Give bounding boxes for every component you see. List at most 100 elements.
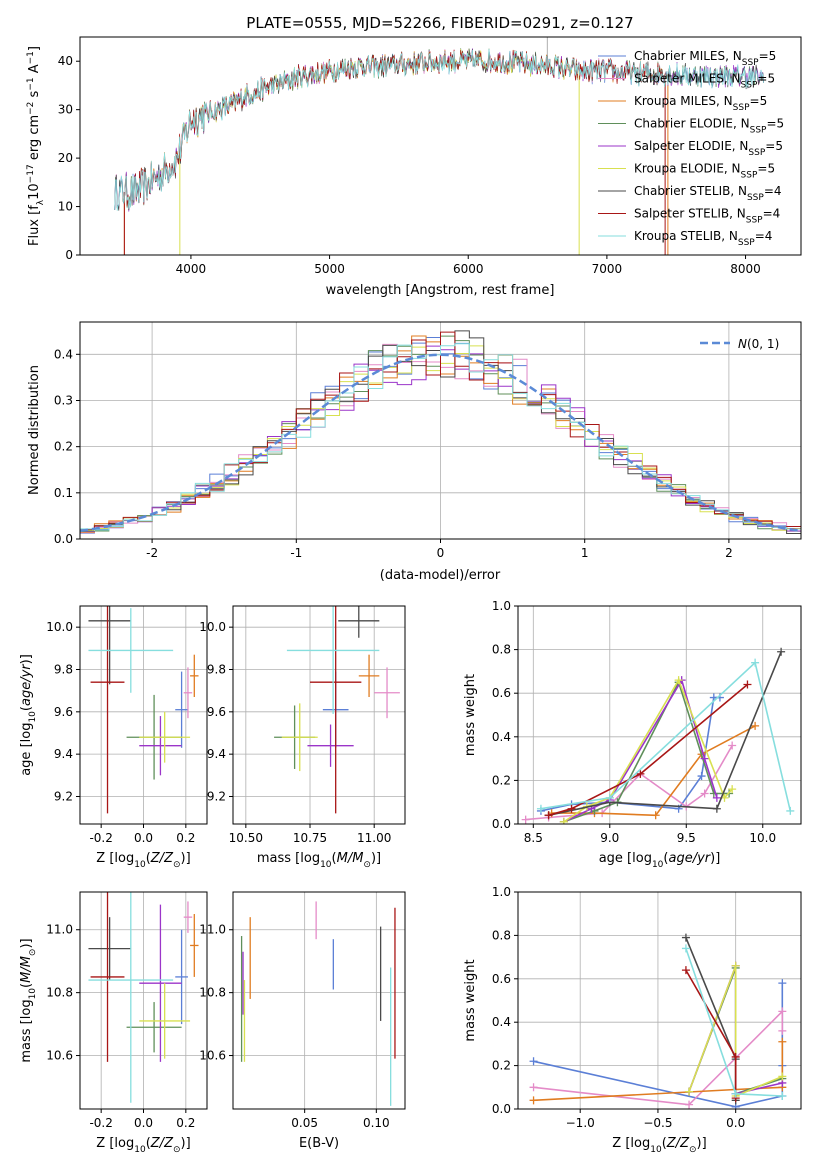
- x-tick-label: 0.05: [291, 1116, 318, 1130]
- plot-area: [529, 933, 787, 1109]
- plot-area: [240, 901, 396, 1106]
- weight-marker: [778, 1007, 787, 1016]
- legend-label: N(0, 1): [738, 337, 779, 351]
- label-part: Chabrier ELODIE, N: [634, 117, 750, 131]
- x-tick-label: 7000: [592, 262, 623, 276]
- label-part: ⊙: [689, 1145, 697, 1155]
- y-tick-label: 9.4: [54, 747, 73, 761]
- y-tick-label: 0.2: [492, 773, 511, 787]
- label-part: =5: [765, 139, 783, 153]
- y-tick-label: 10.8: [46, 986, 73, 1000]
- label-part: −1: [26, 51, 36, 64]
- x-ticks: −1.0 −0.5 0.0: [566, 1109, 745, 1130]
- label-part: erg cm: [27, 115, 42, 164]
- label-part: log: [114, 1136, 134, 1151]
- weight-marker: [529, 1057, 538, 1066]
- y-tick-label: 10.8: [199, 986, 226, 1000]
- label-part: 10: [27, 183, 42, 200]
- label-part: log: [632, 851, 652, 866]
- grid: [80, 892, 207, 1109]
- label-part: (: [332, 851, 337, 866]
- histogram-series: [80, 343, 801, 531]
- y-tick-label: 0.2: [54, 440, 73, 454]
- weight-marker: [778, 1072, 787, 1081]
- figure-title: PLATE=0555, MJD=52266, FIBERID=0291, z=0…: [246, 14, 633, 32]
- label-part: =4: [764, 184, 782, 198]
- x-tick-label: 10.0: [749, 831, 776, 845]
- y-tick-label: 30: [58, 103, 73, 117]
- label-part: )]: [710, 851, 720, 866]
- panel-mass-vs-ebv: 0.05 0.10 10.6 10.8 11.0 E(B-V): [199, 891, 406, 1151]
- y-tick-label: 9.2: [207, 789, 226, 803]
- label-part: (: [19, 706, 34, 711]
- label-part: Chabrier STELIB, N: [634, 184, 747, 198]
- label-part: 10: [28, 711, 38, 723]
- weight-marker: [559, 817, 568, 824]
- spectrum-line: [114, 49, 764, 211]
- label-part: =4: [763, 207, 781, 221]
- y-tick-label: 40: [58, 54, 73, 68]
- label-part: M/M: [19, 956, 34, 983]
- label-part: 10: [134, 1145, 146, 1155]
- label-part: (: [663, 851, 668, 866]
- x-tick-label: 10.50: [229, 831, 263, 845]
- y-ticks: 0.0 0.2 0.4 0.6 0.8 1.0: [492, 885, 518, 1116]
- label-part: M/M: [337, 851, 364, 866]
- plot-area: [114, 37, 764, 255]
- label-part: ⊙: [173, 860, 181, 870]
- weight-marker: [674, 676, 683, 685]
- weight-marker: [709, 789, 718, 798]
- panel-age-vs-mass: 10.50 10.75 11.00 9.2 9.4 9.6 9.8 10.0 mass [log…: [199, 605, 406, 870]
- y-tick-label: 10.6: [199, 1049, 226, 1063]
- label-part: =4: [755, 229, 773, 243]
- label-part: 10: [652, 860, 664, 870]
- axes-frame: [79, 36, 802, 256]
- y-tick-label: 0.1: [54, 486, 73, 500]
- weight-marker: [651, 811, 660, 820]
- label-part: SSP: [746, 216, 763, 226]
- label-part: Chabrier MILES, N: [634, 49, 742, 63]
- label-part: mass [: [19, 1019, 34, 1062]
- weight-series: [563, 678, 718, 823]
- x-ticks: 10.50 10.75 11.00: [229, 824, 391, 845]
- label-part: Z [: [96, 1136, 114, 1151]
- weight-marker: [751, 721, 760, 730]
- y-ticks: 10.6 10.8 11.0: [46, 923, 80, 1063]
- label-part: ⊙: [28, 949, 38, 957]
- weight-marker: [743, 680, 752, 689]
- x-tick-label: 0.10: [363, 1116, 390, 1130]
- panel-residuals: -2 -1 0 1 2 0.0 0.1 0.2 0.3 0.4 N(0, 1) (data-model…: [27, 321, 802, 583]
- label-part: =5: [759, 49, 777, 63]
- weight-marker: [778, 1037, 787, 1046]
- y-tick-label: 11.0: [199, 923, 226, 937]
- x-tick-label: 2: [725, 546, 733, 560]
- label-part: A: [27, 64, 42, 77]
- weight-marker: [529, 1083, 538, 1092]
- y-ticks: 0.0 0.2 0.4 0.6 0.8 1.0: [492, 599, 518, 831]
- label-part: )]: [19, 654, 34, 664]
- weight-marker: [567, 804, 576, 813]
- x-tick-label: 11.00: [357, 831, 391, 845]
- label-part: Z/Z: [150, 1136, 174, 1151]
- y-axis-label: mass [log10(M/M⊙)]: [19, 938, 38, 1062]
- plot-area: [521, 647, 795, 824]
- label-part: age/yr: [19, 663, 34, 706]
- label-part: ]: [27, 46, 42, 51]
- x-axis-label: (data-model)/error: [380, 568, 501, 583]
- y-tick-label: 0.3: [54, 393, 73, 407]
- weight-marker: [751, 658, 760, 667]
- label-part: log: [19, 723, 34, 743]
- label-part: Flux [f: [27, 205, 42, 246]
- label-part: 10: [650, 1145, 662, 1155]
- y-tick-label: 9.6: [54, 705, 73, 719]
- weight-series: [548, 683, 749, 817]
- x-tick-label: 0.2: [176, 1116, 195, 1130]
- label-part: (: [146, 851, 151, 866]
- weight-marker: [536, 804, 545, 813]
- y-tick-label: 0.6: [492, 972, 511, 986]
- weight-marker: [681, 966, 690, 975]
- y-axis-label: Flux [fλ10−17 erg cm−2 s−1 A−1]: [26, 46, 46, 246]
- label-part: SSP: [738, 238, 755, 248]
- label-part: =5: [766, 117, 784, 131]
- plot-area: [80, 330, 801, 535]
